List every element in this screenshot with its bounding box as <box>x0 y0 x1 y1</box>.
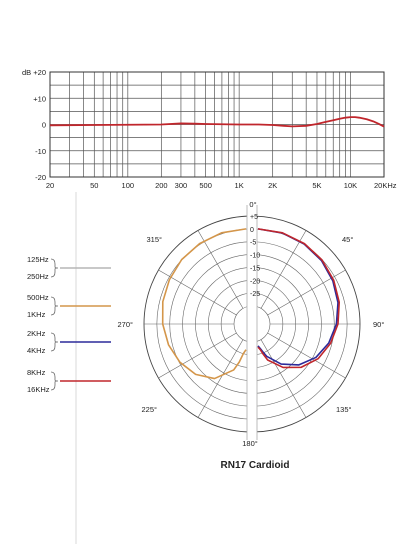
polar-angle-label: 45° <box>342 235 353 244</box>
legend-label: 500Hz <box>27 293 49 302</box>
legend-label: 4KHz <box>27 346 46 355</box>
fr-y-tick-label: -10 <box>35 147 46 156</box>
fr-x-tick-label: 200 <box>155 181 168 190</box>
polar-spoke <box>260 339 307 418</box>
polar-series-curve <box>257 228 341 369</box>
fr-x-tick-label: 20 <box>46 181 54 190</box>
fr-x-tick-label: 50 <box>90 181 98 190</box>
polar-db-label: 0 <box>250 227 254 234</box>
legend-label: 2KHz <box>27 329 46 338</box>
legend-label: 250Hz <box>27 272 49 281</box>
legend-label: 16KHz <box>27 385 50 394</box>
polar-db-label: -15 <box>250 265 260 272</box>
polar-angle-label: 90° <box>373 320 384 329</box>
polar-angle-label: 0° <box>249 200 256 209</box>
legend-brace <box>50 296 59 316</box>
fr-y-tick-label: -20 <box>35 173 46 182</box>
polar-db-label: +5 <box>250 214 258 221</box>
fr-x-tick-label: 300 <box>175 181 188 190</box>
polar-angle-label: 225° <box>141 405 157 414</box>
polar-spoke <box>197 339 244 418</box>
polar-angle-label: 180° <box>242 439 258 448</box>
legend-label: 8KHz <box>27 368 46 377</box>
polar-series-curve <box>257 228 339 366</box>
fr-x-tick-label: 5K <box>312 181 321 190</box>
fr-x-tick-label: 1K <box>235 181 244 190</box>
legend-label: 125Hz <box>27 255 49 264</box>
polar-spoke <box>267 332 346 379</box>
polar-db-label: -20 <box>250 278 260 285</box>
polar-series-curve <box>161 228 247 380</box>
fr-x-tick-label: 500 <box>199 181 212 190</box>
legend-label: 1KHz <box>27 310 46 319</box>
legend-brace <box>50 332 59 352</box>
polar-spoke <box>197 230 244 309</box>
fr-x-tick-label: 100 <box>122 181 135 190</box>
polar-spoke <box>158 332 237 379</box>
fr-y-tick-label: 0 <box>42 121 46 130</box>
polar-spoke <box>260 230 307 309</box>
legend-brace <box>50 258 59 278</box>
polar-title: RN17 Cardioid <box>221 460 290 471</box>
polar-angle-label: 270° <box>117 320 133 329</box>
fr-y-tick-label: +20 <box>33 68 46 77</box>
polar-angle-label: 135° <box>336 405 352 414</box>
fr-x-tick-label: 10K <box>344 181 357 190</box>
fr-y-tick-label: +10 <box>33 94 46 103</box>
polar-db-label: -10 <box>250 253 260 260</box>
polar-db-label: -25 <box>250 291 260 298</box>
fr-response-curve <box>49 116 385 128</box>
fr-y-axis-label: dB <box>22 68 31 77</box>
fr-x-tick-label: 20KHz <box>374 181 397 190</box>
polar-angle-label: 315° <box>146 235 162 244</box>
polar-center-band <box>247 205 257 440</box>
polar-db-label: -5 <box>250 240 256 247</box>
fr-x-tick-label: 2K <box>268 181 277 190</box>
legend-brace <box>50 371 59 391</box>
